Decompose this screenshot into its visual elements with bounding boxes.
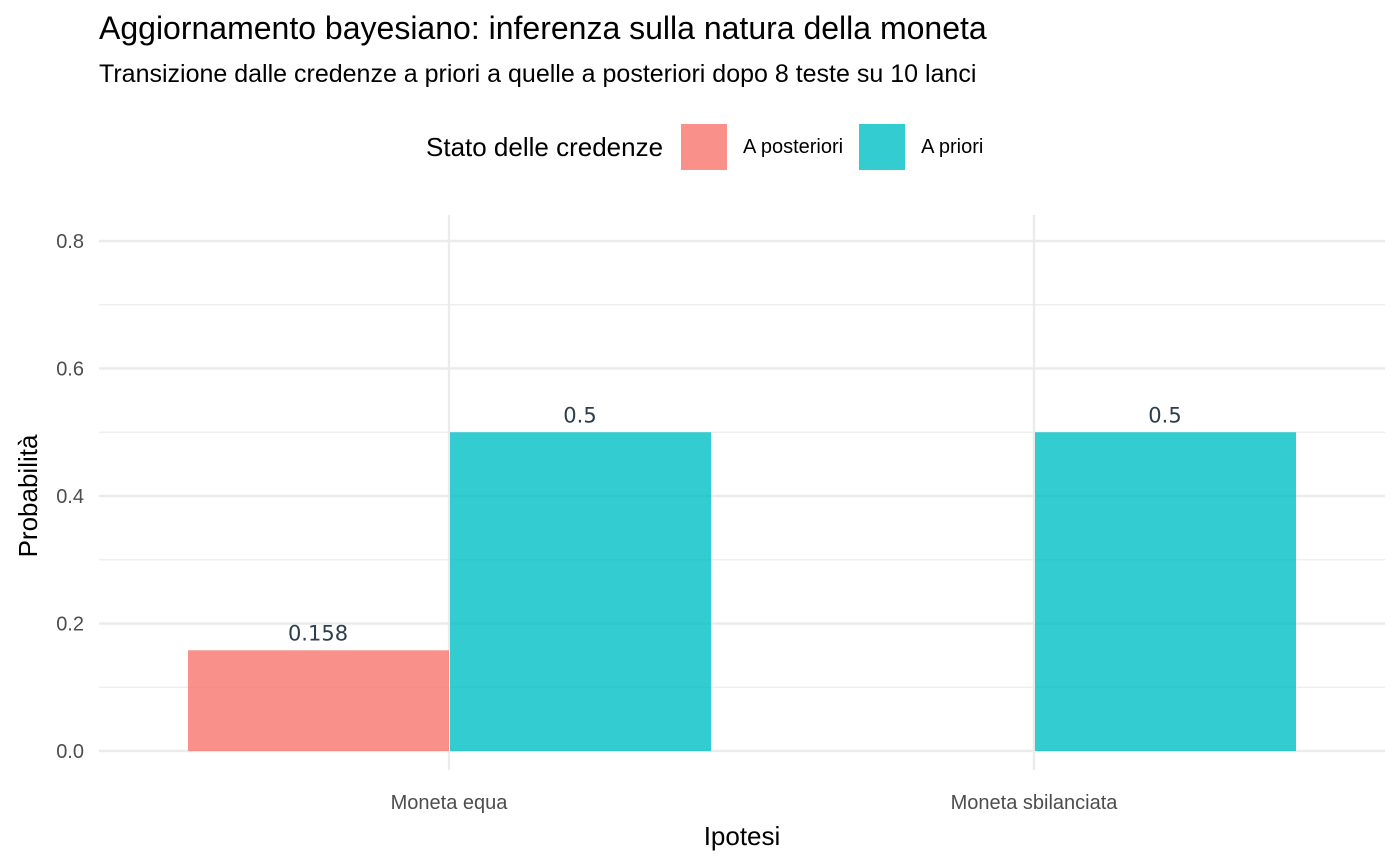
- x-axis-title: Ipotesi: [704, 821, 781, 851]
- y-tick-label: 0.6: [56, 359, 84, 381]
- legend: Stato delle credenze A posteriori A prio…: [426, 124, 999, 170]
- legend-swatch-priori: [859, 124, 906, 170]
- bar-priori-sbilanciata: [1035, 432, 1296, 751]
- y-tick-label: 0.0: [56, 741, 84, 763]
- y-tick-label: 0.2: [56, 614, 84, 636]
- x-tick-label: Moneta sbilanciata: [951, 792, 1119, 814]
- legend-label-priori: A priori: [921, 135, 984, 158]
- y-tick-label: 0.8: [56, 231, 84, 253]
- y-tick-label: 0.4: [56, 486, 84, 508]
- chart-title: Aggiornamento bayesiano: inferenza sulla…: [99, 10, 987, 46]
- y-axis-title: Probabilità: [13, 434, 43, 557]
- data-label-priori-sbilanciata: 0.5: [1148, 403, 1181, 427]
- legend-title: Stato delle credenze: [426, 131, 664, 162]
- data-label-priori-equa: 0.5: [563, 403, 596, 427]
- legend-item-priori: A priori: [859, 124, 983, 170]
- bar-posteriori-equa: [188, 650, 449, 751]
- data-label-posteriori-equa: 0.158: [288, 621, 348, 645]
- bar-priori-equa: [450, 432, 711, 751]
- x-tick-label: Moneta equa: [391, 792, 509, 814]
- legend-item-posteriori: A posteriori: [681, 124, 843, 170]
- legend-swatch-posteriori: [681, 124, 728, 170]
- chart-subtitle: Transizione dalle credenze a priori a qu…: [99, 60, 977, 88]
- legend-label-posteriori: A posteriori: [743, 135, 844, 158]
